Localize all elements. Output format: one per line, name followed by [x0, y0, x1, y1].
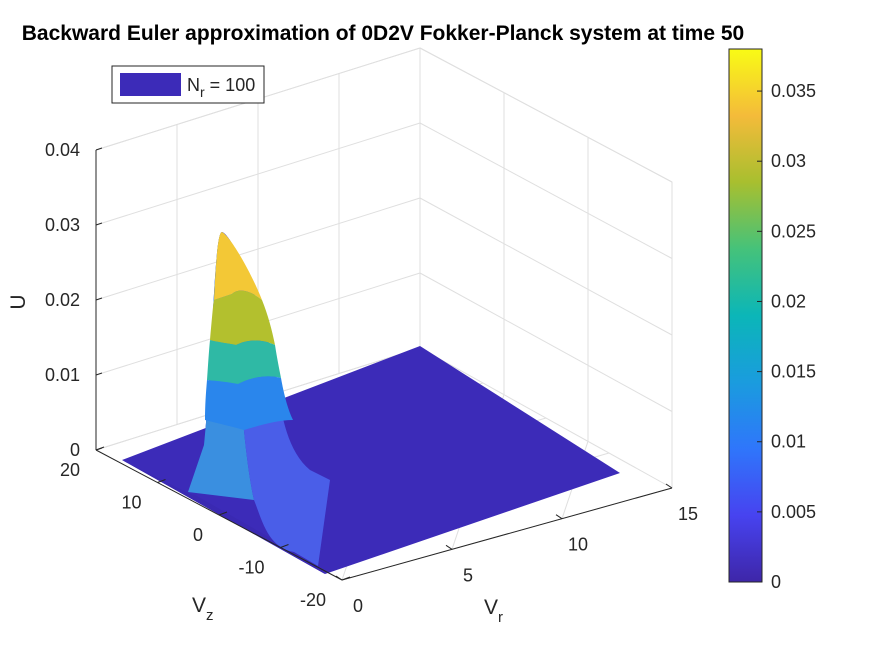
vr-tick-label: 5 [463, 565, 473, 585]
vz-tick-label: -20 [300, 590, 326, 610]
z-tick-labels: 0 0.01 0.02 0.03 0.04 [45, 140, 103, 460]
z-tick-label: 0.01 [45, 365, 80, 385]
vr-axis-label-sub: r [498, 609, 503, 626]
vr-tick-label: 15 [678, 504, 698, 524]
z-tick-label: 0.02 [45, 290, 80, 310]
vz-tick-label: 10 [121, 493, 141, 513]
z-tick-mark [95, 297, 103, 301]
vz-axis-label-sub: z [206, 607, 214, 624]
colorbar-tick-label: 0 [771, 572, 781, 592]
legend: Nr = 100 [111, 65, 265, 104]
vz-tick-mark [341, 576, 351, 581]
colorbar-tick-label: 0.015 [771, 362, 816, 382]
vr-axis-label-main: V [484, 596, 498, 619]
vz-tick-label: 0 [193, 525, 203, 545]
vz-tick-label: 20 [60, 460, 80, 480]
vz-tick-label: -10 [238, 558, 264, 578]
side-grid-line [419, 197, 673, 336]
surface-peak-upper [210, 290, 275, 345]
vr-tick-labels: 0 5 10 15 [335, 483, 698, 616]
vz-tick-mark [95, 446, 105, 451]
vr-axis-label: Vr [484, 596, 503, 626]
z-tick-mark [95, 147, 103, 151]
legend-swatch [120, 73, 181, 96]
chart-title: Backward Euler approximation of 0D2V Fok… [22, 22, 744, 45]
surface-floor [122, 346, 620, 574]
legend-entry-main: N [187, 75, 200, 95]
surface-peak-lower [205, 376, 293, 430]
vz-tick-mark [157, 479, 166, 483]
vz-tick-labels: 20 10 0 -10 -20 [60, 446, 351, 610]
vz-axis-label-main: V [192, 594, 206, 617]
surface-peak-middle [207, 340, 281, 384]
colorbar-tick-label: 0.02 [771, 291, 806, 311]
side-grid-line [419, 272, 673, 412]
z-tick-label: 0 [70, 440, 80, 460]
colorbar-tick-label: 0.03 [771, 151, 806, 171]
surface-plot [122, 232, 620, 574]
colorbar-tick-label: 0.035 [771, 81, 816, 101]
vr-tick-label: 0 [353, 596, 363, 616]
colorbar-tick-label: 0.005 [771, 502, 816, 522]
colorbar-tick-label: 0.025 [771, 221, 816, 241]
vr-tick-mark [445, 544, 453, 550]
z-tick-label: 0.03 [45, 215, 80, 235]
vz-axis-label: Vz [192, 594, 214, 624]
z-axis-label: U [7, 294, 30, 309]
legend-entry: Nr = 100 [187, 75, 255, 100]
vz-tick-mark [280, 544, 289, 548]
colorbar: 0 0.005 0.01 0.015 0.02 0.025 0.03 0.035 [728, 48, 816, 592]
legend-entry-sub: r [200, 84, 205, 100]
z-tick-mark [95, 372, 103, 376]
vr-tick-mark [555, 514, 563, 520]
z-tick-label: 0.04 [45, 140, 80, 160]
colorbar-ticks: 0 0.005 0.01 0.015 0.02 0.025 0.03 0.035 [757, 81, 816, 592]
vr-axis-line [341, 487, 673, 581]
vr-tick-mark [335, 575, 343, 581]
surface-peak-crest [214, 232, 262, 300]
vr-tick-mark [665, 483, 673, 489]
colorbar-bar [728, 48, 763, 583]
vz-tick-mark [218, 511, 228, 516]
z-tick-mark [95, 222, 103, 226]
colorbar-tick-label: 0.01 [771, 432, 806, 452]
legend-entry-rest: = 100 [205, 75, 256, 95]
vr-tick-label: 10 [568, 535, 588, 555]
side-grid-line [419, 122, 673, 259]
